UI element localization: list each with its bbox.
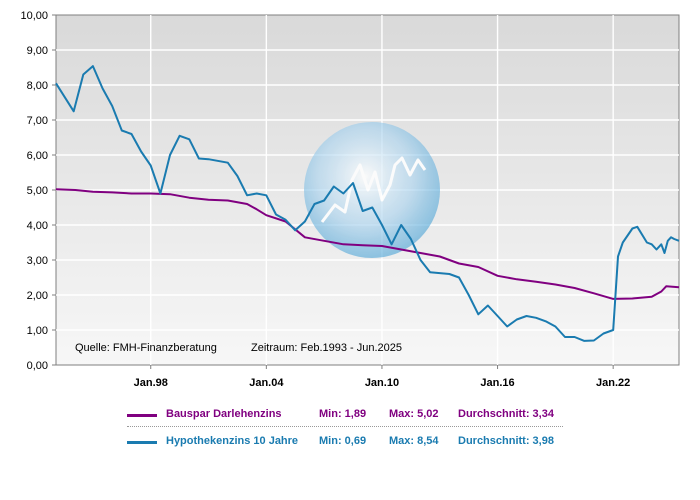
- legend-row-hypothek: Hypothekenzins 10 Jahre Min: 0,69 Max: 8…: [0, 432, 700, 452]
- legend-row-bauspar: Bauspar Darlehenzins Min: 1,89 Max: 5,02…: [0, 405, 700, 427]
- legend-name-hypothek: Hypothekenzins 10 Jahre: [166, 435, 299, 447]
- series-lines: [55, 65, 680, 342]
- legend-separator: [127, 426, 563, 427]
- y-tick-label: 2,00: [27, 290, 48, 302]
- legend-swatch-hypothek: [127, 441, 157, 444]
- legend-max-hypothek: Max: 8,54: [389, 435, 439, 447]
- x-tick-label: Jan.16: [480, 377, 514, 389]
- series-line-bauspar: [55, 188, 680, 300]
- y-tick-label: 10,00: [20, 10, 48, 22]
- legend-min-bauspar: Min: 1,89: [319, 408, 367, 420]
- y-tick-label: 9,00: [27, 45, 48, 57]
- legend-avg-hypothek: Durchschnitt: 3,98: [458, 435, 554, 447]
- y-axis: 0,00 1,00 2,00 3,00 4,00 5,00 6,00 7,00 8,00 9,00…: [20, 10, 56, 372]
- y-tick-label: 1,00: [27, 325, 48, 337]
- grid-lines: [56, 15, 679, 365]
- period-note: Zeitraum: Feb.1993 - Jun.2025: [251, 342, 402, 354]
- series-line-hypothek: [55, 65, 680, 342]
- line-chart: 0,00 1,00 2,00 3,00 4,00 5,00 6,00 7,00 8,00 9,00…: [20, 10, 680, 389]
- x-tick-label: Jan.10: [365, 377, 399, 389]
- y-tick-label: 7,00: [27, 115, 48, 127]
- x-tick-label: Jan.04: [249, 377, 284, 389]
- legend-min-hypothek: Min: 0,69: [319, 435, 367, 447]
- legend-name-bauspar: Bauspar Darlehenzins: [166, 408, 282, 420]
- x-axis: Jan.98 Jan.04 Jan.10 Jan.16 Jan.22: [134, 365, 630, 389]
- legend-swatch-bauspar: [127, 414, 157, 417]
- y-tick-label: 5,00: [27, 185, 48, 197]
- y-tick-label: 3,00: [27, 255, 48, 267]
- y-tick-label: 0,00: [27, 360, 48, 372]
- legend: Bauspar Darlehenzins Min: 1,89 Max: 5,02…: [0, 405, 700, 465]
- watermark-logo: [304, 122, 440, 258]
- y-tick-label: 6,00: [27, 150, 48, 162]
- legend-avg-bauspar: Durchschnitt: 3,34: [458, 408, 554, 420]
- y-tick-label: 8,00: [27, 80, 48, 92]
- source-note: Quelle: FMH-Finanzberatung: [75, 342, 217, 354]
- legend-max-bauspar: Max: 5,02: [389, 408, 439, 420]
- x-tick-label: Jan.98: [134, 377, 168, 389]
- y-tick-label: 4,00: [27, 220, 48, 232]
- x-tick-label: Jan.22: [596, 377, 630, 389]
